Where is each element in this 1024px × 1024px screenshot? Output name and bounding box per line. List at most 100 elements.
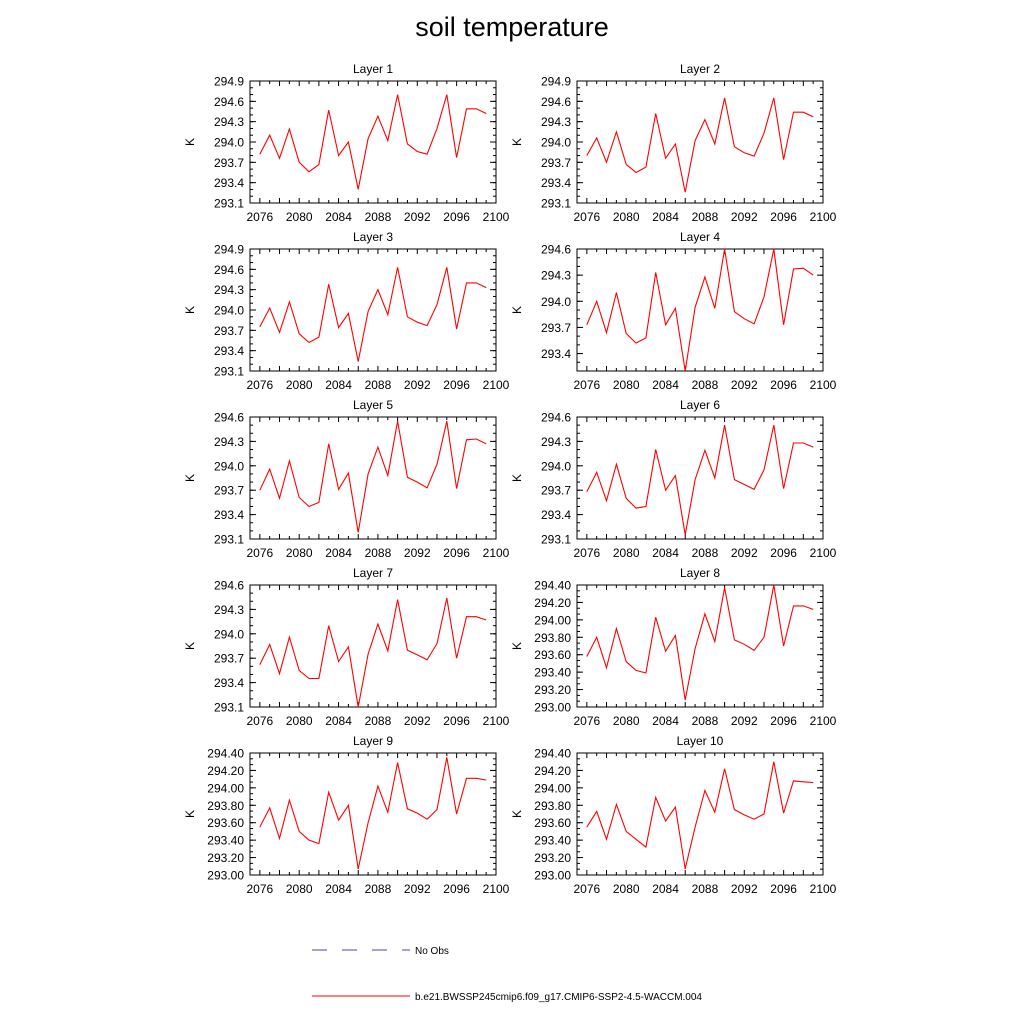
series-line [259, 420, 487, 533]
panel-title: Layer 1 [353, 62, 393, 76]
y-tick-label: 294.20 [207, 764, 244, 778]
y-tick-label: 293.00 [534, 869, 571, 883]
series-line [259, 757, 487, 870]
x-tick-label: 2084 [652, 882, 679, 896]
y-tick-label: 293.40 [534, 834, 571, 848]
x-tick-label: 2080 [613, 378, 640, 392]
x-tick-label: 2076 [246, 882, 273, 896]
y-tick-label: 293.4 [214, 508, 244, 522]
y-tick-label: 294.3 [214, 435, 244, 449]
plot-frame [576, 752, 824, 876]
x-tick-label: 2092 [404, 378, 431, 392]
y-axis-label: K [183, 138, 197, 146]
y-tick-label: 294.6 [541, 411, 571, 425]
x-tick-label: 2084 [325, 714, 352, 728]
y-tick-label: 293.4 [541, 347, 571, 361]
x-tick-label: 2088 [692, 882, 719, 896]
y-tick-label: 293.60 [207, 816, 244, 830]
y-tick-label: 294.40 [534, 579, 571, 593]
y-axis-label: K [510, 138, 524, 146]
x-tick-label: 2092 [731, 714, 758, 728]
x-tick-label: 2092 [731, 378, 758, 392]
x-tick-label: 2088 [692, 714, 719, 728]
x-tick-label: 2076 [573, 714, 600, 728]
y-tick-label: 294.6 [541, 95, 571, 109]
x-tick-label: 2092 [404, 714, 431, 728]
y-tick-label: 293.4 [541, 508, 571, 522]
plot-frame [249, 80, 497, 204]
y-tick-label: 293.4 [214, 176, 244, 190]
y-tick-label: 294.3 [214, 603, 244, 617]
y-tick-label: 294.20 [534, 764, 571, 778]
y-tick-label: 293.1 [541, 533, 571, 547]
y-tick-label: 294.6 [214, 411, 244, 425]
x-tick-label: 2100 [483, 714, 510, 728]
y-tick-label: 293.80 [534, 631, 571, 645]
y-tick-label: 293.60 [534, 648, 571, 662]
panel-title: Layer 3 [353, 230, 393, 244]
panel-layer-7: Layer 7 K 2076 2080 2084 2088 2092 2096 2100 293.… [183, 566, 510, 728]
x-tick-label: 2080 [613, 210, 640, 224]
x-tick-label: 2076 [573, 882, 600, 896]
plot-frame [249, 416, 497, 540]
y-tick-label: 293.1 [214, 197, 244, 211]
y-tick-label: 293.80 [534, 799, 571, 813]
panel-title: Layer 4 [680, 230, 720, 244]
x-tick-label: 2092 [731, 882, 758, 896]
x-tick-label: 2096 [770, 882, 797, 896]
panel-title: Layer 9 [353, 734, 393, 748]
y-tick-label: 293.60 [534, 816, 571, 830]
y-tick-label: 294.3 [214, 115, 244, 129]
x-tick-label: 2076 [573, 546, 600, 560]
x-tick-label: 2080 [613, 882, 640, 896]
series-line [259, 267, 487, 362]
x-tick-label: 2096 [443, 546, 470, 560]
x-tick-label: 2084 [325, 210, 352, 224]
chart-title: soil temperature [415, 12, 609, 42]
y-tick-label: 293.4 [214, 676, 244, 690]
x-tick-label: 2084 [652, 378, 679, 392]
x-tick-label: 2076 [246, 546, 273, 560]
x-tick-label: 2096 [770, 714, 797, 728]
panel-title: Layer 7 [353, 566, 393, 580]
y-axis-label: K [183, 306, 197, 314]
series-line [586, 424, 814, 535]
panel-layer-3: Layer 3 K 2076 2080 2084 2088 2092 2096 2100 293.… [183, 230, 510, 392]
series-line [259, 597, 487, 708]
y-tick-label: 293.20 [534, 683, 571, 697]
x-tick-label: 2100 [483, 378, 510, 392]
x-tick-label: 2080 [286, 378, 313, 392]
x-tick-label: 2088 [365, 882, 392, 896]
y-tick-label: 294.20 [534, 596, 571, 610]
x-tick-label: 2096 [443, 882, 470, 896]
y-tick-label: 294.00 [534, 781, 571, 795]
y-tick-label: 294.40 [534, 747, 571, 761]
x-tick-label: 2100 [483, 546, 510, 560]
y-tick-label: 294.0 [541, 295, 571, 309]
x-tick-label: 2076 [573, 210, 600, 224]
x-tick-label: 2088 [692, 546, 719, 560]
x-tick-label: 2100 [483, 882, 510, 896]
y-tick-label: 293.4 [541, 176, 571, 190]
y-tick-label: 293.20 [534, 851, 571, 865]
y-tick-label: 294.6 [214, 579, 244, 593]
y-tick-label: 294.0 [214, 136, 244, 150]
series-line [586, 248, 814, 372]
plot-frame [249, 584, 497, 708]
panel-layer-4: Layer 4 K 2076 2080 2084 2088 2092 2096 2100 293.… [510, 230, 837, 392]
y-tick-label: 294.40 [207, 747, 244, 761]
panel-layer-2: Layer 2 K 2076 2080 2084 2088 2092 2096 2100 293.… [510, 62, 837, 224]
x-tick-label: 2092 [404, 546, 431, 560]
x-tick-label: 2096 [770, 210, 797, 224]
x-tick-label: 2092 [731, 546, 758, 560]
x-tick-label: 2080 [286, 210, 313, 224]
x-tick-label: 2080 [613, 714, 640, 728]
x-tick-label: 2096 [443, 714, 470, 728]
y-tick-label: 294.0 [214, 459, 244, 473]
x-tick-label: 2096 [770, 546, 797, 560]
x-tick-label: 2088 [365, 714, 392, 728]
y-tick-label: 293.80 [207, 799, 244, 813]
x-tick-label: 2080 [286, 882, 313, 896]
series-line [586, 761, 814, 870]
